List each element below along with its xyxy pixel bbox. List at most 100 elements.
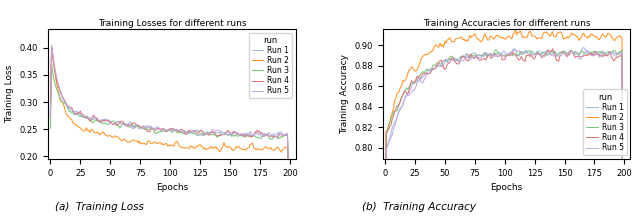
Run 1 (580, 46, 588, 49)
Line: Run 3: Run 3 (385, 50, 623, 221)
Run 2 (92, 131, 100, 134)
Run 1 (390, 121, 398, 123)
Run 4 (111, 122, 119, 125)
X-axis label: Epochs: Epochs (156, 183, 188, 192)
Run 4 (426, 72, 433, 75)
Run 4 (445, 62, 452, 65)
Legend: Run 1, Run 2, Run 3, Run 4, Run 5: Run 1, Run 2, Run 3, Run 4, Run 5 (583, 90, 627, 155)
Run 1 (426, 69, 433, 72)
Run 3 (445, 58, 452, 61)
Run 2 (47, 113, 54, 115)
Run 2 (390, 100, 398, 102)
Run 3 (426, 69, 433, 72)
Run 1 (58, 91, 65, 94)
Line: Run 1: Run 1 (385, 47, 623, 221)
Legend: Run 1, Run 2, Run 3, Run 4, Run 5: Run 1, Run 2, Run 3, Run 4, Run 5 (248, 32, 292, 98)
Run 4 (92, 117, 100, 119)
Run 1 (274, 132, 282, 135)
Run 5 (609, 51, 616, 54)
Run 2 (58, 101, 65, 103)
Run 3 (48, 63, 56, 65)
Run 2 (62, 112, 70, 114)
Run 4 (266, 135, 273, 138)
Run 3 (285, 179, 292, 181)
Run 3 (390, 110, 398, 113)
Run 1 (48, 45, 56, 48)
Run 2 (396, 90, 403, 92)
Run 1 (285, 175, 292, 178)
Run 3 (492, 49, 500, 51)
Run 2 (426, 52, 433, 55)
Run 4 (58, 93, 65, 95)
Line: Run 5: Run 5 (51, 45, 289, 177)
Run 4 (609, 57, 616, 59)
Line: Run 3: Run 3 (51, 64, 289, 180)
Run 5 (426, 72, 433, 75)
Title: Training Losses for different runs: Training Losses for different runs (98, 19, 246, 28)
Line: Run 4: Run 4 (385, 49, 623, 221)
Run 1 (396, 108, 403, 111)
Run 5 (445, 61, 452, 63)
Title: Training Accuracies for different runs: Training Accuracies for different runs (423, 19, 590, 28)
Run 5 (62, 103, 70, 106)
Run 2 (266, 147, 273, 150)
Line: Run 2: Run 2 (385, 30, 623, 221)
Run 5 (266, 135, 273, 137)
Run 1 (111, 122, 119, 124)
Run 4 (390, 110, 398, 112)
Run 3 (609, 51, 616, 54)
Line: Run 4: Run 4 (51, 47, 289, 180)
X-axis label: Epochs: Epochs (490, 183, 523, 192)
Run 2 (48, 45, 56, 48)
Y-axis label: Training Accuracy: Training Accuracy (340, 54, 349, 134)
Text: (b)  Training Accuracy: (b) Training Accuracy (362, 202, 476, 212)
Run 3 (47, 127, 54, 130)
Run 3 (62, 103, 70, 106)
Run 5 (274, 133, 282, 136)
Run 1 (445, 58, 452, 61)
Run 5 (285, 176, 292, 179)
Run 5 (47, 115, 54, 118)
Run 2 (600, 34, 608, 37)
Run 2 (445, 38, 452, 41)
Run 1 (600, 51, 608, 54)
Run 4 (396, 102, 403, 105)
Run 5 (511, 48, 518, 50)
Run 4 (274, 136, 282, 139)
Run 4 (48, 46, 56, 49)
Run 5 (48, 44, 56, 46)
Run 5 (92, 116, 100, 119)
Run 3 (111, 122, 119, 124)
Run 2 (274, 146, 282, 149)
Run 4 (600, 53, 608, 55)
Run 5 (111, 122, 119, 125)
Run 3 (92, 119, 100, 121)
Line: Run 5: Run 5 (385, 49, 623, 221)
Run 4 (548, 47, 556, 50)
Run 5 (58, 93, 65, 96)
Run 5 (600, 51, 608, 54)
Y-axis label: Training Loss: Training Loss (5, 65, 14, 123)
Run 3 (600, 53, 608, 56)
Line: Run 2: Run 2 (51, 46, 289, 187)
Text: (a)  Training Loss: (a) Training Loss (55, 202, 143, 212)
Run 1 (266, 132, 273, 135)
Run 1 (47, 114, 54, 117)
Run 4 (47, 115, 54, 117)
Run 2 (285, 186, 292, 189)
Run 2 (511, 29, 519, 31)
Run 2 (609, 37, 616, 39)
Run 1 (92, 116, 100, 119)
Run 4 (62, 102, 70, 105)
Run 4 (285, 179, 292, 181)
Run 5 (390, 125, 398, 127)
Run 1 (62, 102, 70, 104)
Run 3 (58, 99, 65, 102)
Run 3 (274, 137, 282, 140)
Run 5 (396, 109, 403, 112)
Run 1 (609, 53, 616, 56)
Run 3 (266, 137, 273, 140)
Run 3 (396, 103, 403, 105)
Line: Run 1: Run 1 (51, 47, 289, 177)
Run 2 (111, 134, 119, 137)
